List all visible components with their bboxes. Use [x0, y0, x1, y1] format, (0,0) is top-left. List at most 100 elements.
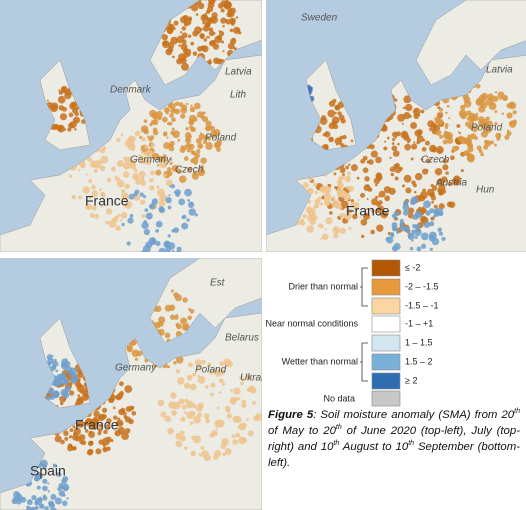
caption-label: Figure 5 [268, 409, 314, 421]
patch [457, 131, 461, 134]
patch [181, 26, 187, 31]
patch [80, 162, 86, 169]
patch [392, 150, 400, 157]
patch [429, 127, 433, 132]
patch [329, 211, 333, 215]
map-label: France [75, 417, 119, 433]
patch [116, 179, 125, 188]
patch [170, 107, 177, 114]
patch [321, 233, 329, 240]
patch [446, 104, 450, 108]
patch [187, 34, 192, 38]
patch [328, 122, 336, 130]
patch [393, 98, 398, 102]
patch [178, 44, 181, 47]
patch [237, 397, 241, 400]
patch [132, 147, 135, 151]
patch [509, 101, 515, 107]
patch [89, 212, 95, 219]
patch [175, 369, 181, 374]
patch [388, 187, 396, 195]
patch [412, 224, 417, 229]
patch [366, 197, 369, 201]
patch [410, 157, 414, 161]
patch [166, 27, 174, 35]
patch [116, 159, 124, 167]
patch [216, 374, 219, 378]
legend-swatch [371, 278, 401, 296]
patch [321, 115, 327, 121]
patch [348, 226, 352, 231]
patch [26, 499, 33, 506]
patch [176, 323, 182, 330]
patch [458, 177, 461, 181]
patch [93, 161, 102, 169]
patch [436, 113, 440, 117]
patch [100, 191, 105, 196]
caption-sup: th [408, 440, 415, 448]
patch [179, 31, 183, 34]
patch [218, 368, 225, 376]
patch [370, 150, 378, 158]
patch [336, 143, 339, 146]
patch [334, 186, 337, 189]
patch [390, 232, 395, 237]
map-label: Poland [195, 365, 227, 376]
patch [66, 497, 69, 500]
patch [221, 40, 224, 44]
patch [190, 41, 195, 46]
map-label: Belarus [225, 333, 259, 344]
patch [174, 250, 183, 252]
patch [131, 410, 137, 416]
patch [414, 172, 423, 181]
patch [222, 50, 225, 53]
patch [501, 112, 505, 116]
patch [182, 14, 189, 21]
patch [444, 123, 449, 127]
patch [338, 138, 341, 142]
patch [383, 146, 388, 151]
patch [161, 34, 168, 41]
patch [339, 142, 344, 147]
patch [149, 185, 155, 191]
patch [60, 439, 65, 445]
patch [185, 102, 189, 106]
patch [197, 402, 204, 409]
patch [193, 415, 201, 424]
patch [205, 417, 209, 421]
patch [150, 142, 155, 147]
patch [202, 116, 209, 123]
caption-text: September (bottom-left). [268, 441, 520, 469]
patch [180, 416, 186, 422]
patch [167, 170, 173, 177]
patch [114, 429, 121, 437]
patch [480, 101, 488, 109]
patch [164, 304, 172, 312]
patch [200, 165, 204, 169]
patch [101, 437, 110, 446]
patch [192, 372, 197, 377]
patch [46, 99, 49, 102]
patch [72, 116, 81, 124]
legend-swatch [371, 259, 401, 277]
patch [105, 423, 111, 429]
legend-bracket [360, 267, 368, 307]
patch [165, 179, 173, 187]
patch [85, 203, 93, 211]
patch [394, 136, 397, 139]
patch [81, 119, 86, 124]
patch [166, 167, 172, 172]
patch [339, 135, 344, 140]
patch [222, 452, 226, 457]
patch [478, 94, 487, 103]
patch [141, 221, 149, 230]
patch [72, 425, 76, 429]
patch [135, 179, 141, 185]
patch [231, 37, 236, 42]
patch [447, 181, 452, 186]
patch [128, 418, 134, 425]
patch [420, 109, 425, 114]
map-label: Germany [130, 155, 172, 166]
patch [407, 207, 415, 214]
patch [128, 405, 134, 411]
